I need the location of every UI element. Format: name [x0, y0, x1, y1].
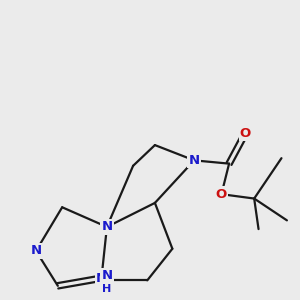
Text: N: N — [101, 220, 112, 233]
Text: N: N — [101, 269, 112, 282]
Text: O: O — [216, 188, 227, 201]
Text: H: H — [102, 284, 112, 294]
Text: N: N — [30, 244, 42, 257]
Text: N: N — [96, 272, 107, 285]
Text: O: O — [240, 127, 251, 140]
Text: N: N — [189, 154, 200, 167]
